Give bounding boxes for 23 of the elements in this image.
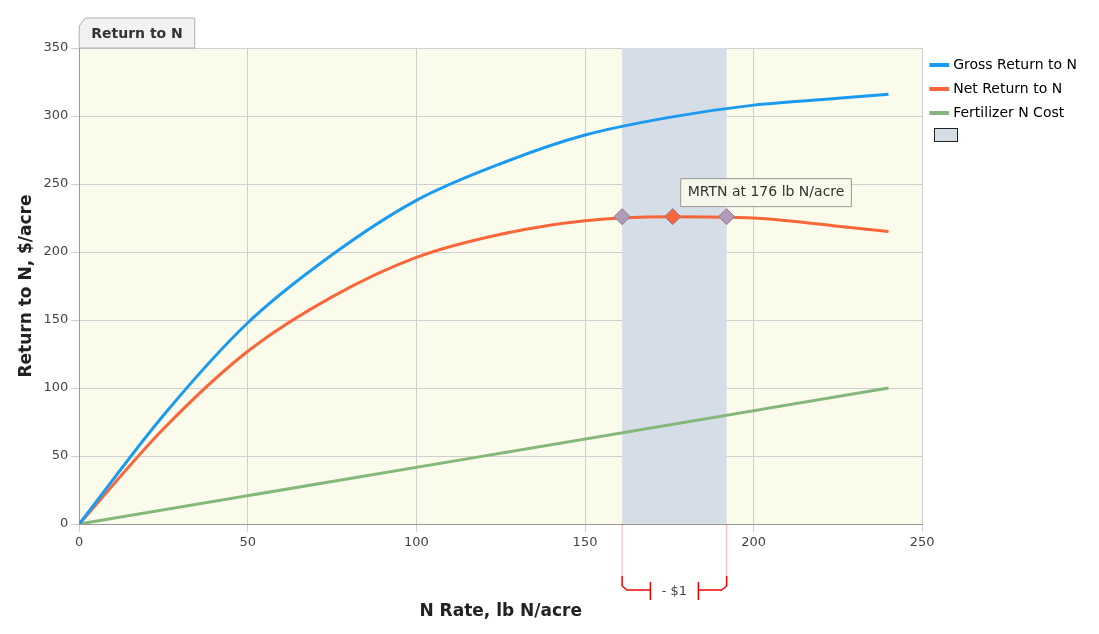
y-tick-label: 0	[59, 515, 69, 531]
x-tick-label: 150	[572, 534, 598, 550]
y-tick-label: 200	[43, 243, 69, 259]
y-tick-label: 250	[43, 175, 69, 191]
y-axis-title: Return to N, $/acre	[14, 194, 35, 378]
x-tick-label: 250	[909, 534, 935, 550]
x-tick-label: 0	[75, 534, 84, 550]
x-tick-label: 100	[404, 534, 429, 550]
y-tick-label: 50	[51, 447, 69, 463]
x-tick-label: 50	[239, 534, 257, 550]
chart-title: Return to N	[91, 24, 183, 41]
legend-label: Net Return to N	[953, 79, 1063, 96]
x-tick-label: 200	[741, 534, 767, 550]
line-series	[79, 92, 890, 524]
y-tick-label: 300	[43, 107, 69, 123]
legend-label: Fertilizer N Cost	[953, 103, 1065, 120]
y-tick-label: 100	[43, 379, 69, 395]
legend-label: Gross Return to N	[953, 55, 1078, 72]
annotation: MRTN at 176 lb N/acre	[687, 183, 845, 200]
text: - $1	[661, 583, 688, 599]
x-axis-title: N Rate, lb N/acre	[419, 600, 582, 621]
y-tick-label: 350	[43, 39, 69, 55]
y-tick-label: 150	[43, 311, 69, 327]
